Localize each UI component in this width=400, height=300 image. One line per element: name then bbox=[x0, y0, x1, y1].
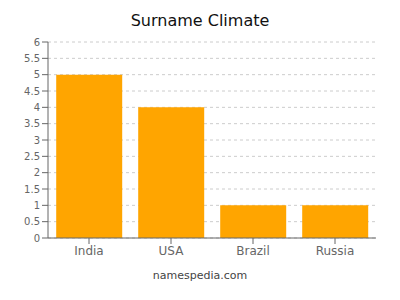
svg-text:2: 2 bbox=[34, 167, 40, 178]
svg-text:5: 5 bbox=[34, 69, 40, 80]
svg-text:0.5: 0.5 bbox=[24, 216, 40, 227]
svg-text:3: 3 bbox=[34, 135, 40, 146]
html-text:namespedia.com: namespedia.com bbox=[152, 269, 248, 282]
svg-text:5.5: 5.5 bbox=[24, 53, 40, 64]
svg-text:Brazil: Brazil bbox=[236, 244, 270, 258]
svg-text:1.5: 1.5 bbox=[24, 184, 40, 195]
svg-text:2.5: 2.5 bbox=[24, 151, 40, 162]
svg-text:3.5: 3.5 bbox=[24, 118, 40, 129]
svg-text:USA: USA bbox=[159, 244, 185, 258]
html-text:Surname Climate: Surname Climate bbox=[130, 11, 270, 30]
svg-text:Russia: Russia bbox=[316, 244, 355, 258]
svg-text:1: 1 bbox=[34, 200, 40, 211]
svg-text:India: India bbox=[74, 244, 103, 258]
svg-text:4.5: 4.5 bbox=[24, 86, 40, 97]
svg-text:0: 0 bbox=[34, 233, 40, 244]
svg-text:4: 4 bbox=[34, 102, 40, 113]
svg-text:6: 6 bbox=[34, 37, 40, 48]
